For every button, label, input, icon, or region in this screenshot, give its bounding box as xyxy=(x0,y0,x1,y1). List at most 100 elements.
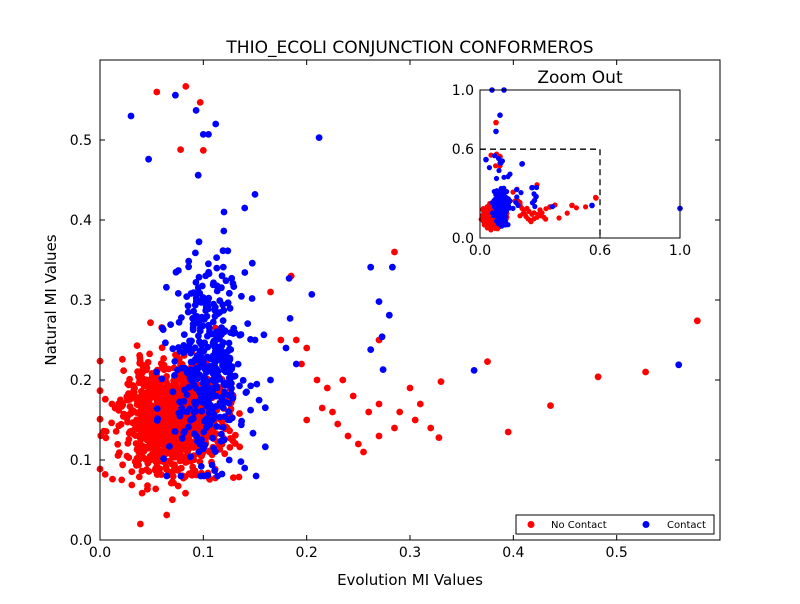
inset-contact-point xyxy=(529,184,536,191)
inset-contact-point xyxy=(497,112,503,118)
inset-contact-point xyxy=(589,203,595,209)
contact-point xyxy=(212,448,219,455)
no-contact-point xyxy=(108,419,115,427)
contact-point xyxy=(171,372,178,379)
contact-point xyxy=(187,339,194,346)
no-contact-point xyxy=(334,420,342,428)
contact-point xyxy=(229,330,237,337)
no-contact-point xyxy=(128,481,136,489)
inset-contact-point xyxy=(493,128,499,135)
contact-point xyxy=(220,208,228,216)
contact-point xyxy=(218,324,226,331)
no-contact-point xyxy=(147,422,155,430)
inset-x-tick-label: 0.6 xyxy=(589,243,611,259)
contact-point xyxy=(188,346,196,353)
no-contact-point xyxy=(196,99,204,106)
contact-point xyxy=(367,263,375,271)
contact-point xyxy=(228,274,236,282)
contact-point xyxy=(175,344,182,351)
no-contact-point xyxy=(108,400,116,408)
contact-point xyxy=(192,279,200,286)
inset-y-tick-label: 0.6 xyxy=(452,142,474,158)
y-tick-label: 0.3 xyxy=(70,293,92,309)
contact-point xyxy=(185,257,193,265)
inset-axis-ticks: 0.0 0.6 1.0 0.0 0.6 1.0 xyxy=(452,83,691,259)
contact-point xyxy=(169,345,177,353)
inset-contact-point xyxy=(502,220,508,226)
contact-point xyxy=(219,301,227,309)
contact-point xyxy=(217,357,224,364)
no-contact-point xyxy=(154,436,162,443)
contact-point xyxy=(172,91,179,99)
contact-point xyxy=(225,399,233,407)
contact-point xyxy=(211,467,219,474)
inset-contact-point xyxy=(549,204,556,210)
no-contact-point xyxy=(375,432,383,440)
contact-point xyxy=(236,382,243,390)
inset-no-contact-point xyxy=(556,215,562,221)
no-contact-point xyxy=(136,354,144,362)
contact-point xyxy=(224,348,231,356)
contact-point xyxy=(675,361,683,369)
no-contact-point xyxy=(144,358,152,366)
no-contact-point xyxy=(134,442,142,450)
contact-point xyxy=(191,382,198,390)
no-contact-point xyxy=(391,424,398,432)
no-contact-point xyxy=(155,392,163,400)
no-contact-point xyxy=(303,344,311,352)
no-contact-point xyxy=(349,392,357,400)
contact-point xyxy=(261,443,269,451)
no-contact-point xyxy=(235,473,243,481)
contact-point xyxy=(197,394,205,402)
inset-no-contact-point xyxy=(564,210,570,216)
contact-point xyxy=(162,339,169,347)
contact-point xyxy=(219,424,227,431)
contact-point xyxy=(201,441,209,449)
no-contact-point xyxy=(173,421,180,429)
contact-point xyxy=(218,272,226,280)
inset-contact-point xyxy=(532,203,538,210)
contact-point xyxy=(178,435,186,442)
no-contact-point xyxy=(169,461,177,469)
contact-point xyxy=(171,428,179,435)
inset-no-contact-point xyxy=(583,204,589,210)
no-contact-point xyxy=(411,416,419,424)
no-contact-point xyxy=(123,393,131,401)
contact-point xyxy=(160,455,168,463)
no-contact-point xyxy=(277,336,285,344)
x-tick-label: 0.3 xyxy=(399,545,421,561)
contact-point xyxy=(225,289,233,297)
contact-point xyxy=(200,355,208,363)
contact-point xyxy=(213,264,221,272)
contact-point xyxy=(159,324,166,332)
no-contact-point xyxy=(177,146,185,154)
no-contact-point xyxy=(163,465,170,473)
no-contact-point xyxy=(128,407,136,415)
contact-point xyxy=(180,331,188,338)
no-contact-point xyxy=(230,474,237,481)
contact-point xyxy=(214,310,222,318)
no-contact-point xyxy=(178,421,185,429)
contact-point xyxy=(219,263,227,271)
no-contact-point xyxy=(157,471,165,478)
contact-point xyxy=(225,339,233,347)
contact-point xyxy=(211,378,219,386)
inset-contact-point xyxy=(533,193,539,199)
no-contact-point xyxy=(147,319,154,327)
inset-contact-point xyxy=(483,157,489,163)
y-tick-label: 0.0 xyxy=(70,533,92,549)
no-contact-point xyxy=(130,387,138,394)
contact-point xyxy=(187,290,195,297)
contact-point xyxy=(192,294,200,302)
contact-point xyxy=(184,302,192,310)
contact-point xyxy=(201,339,209,347)
contact-point xyxy=(267,376,274,384)
x-tick-label: 0.4 xyxy=(502,545,524,561)
inset-contact-point xyxy=(493,175,500,182)
contact-point xyxy=(192,249,199,257)
contact-point xyxy=(198,313,206,321)
contact-point xyxy=(224,247,232,255)
inset-x-tick-label: 0.0 xyxy=(469,243,491,259)
contact-point xyxy=(192,407,200,415)
